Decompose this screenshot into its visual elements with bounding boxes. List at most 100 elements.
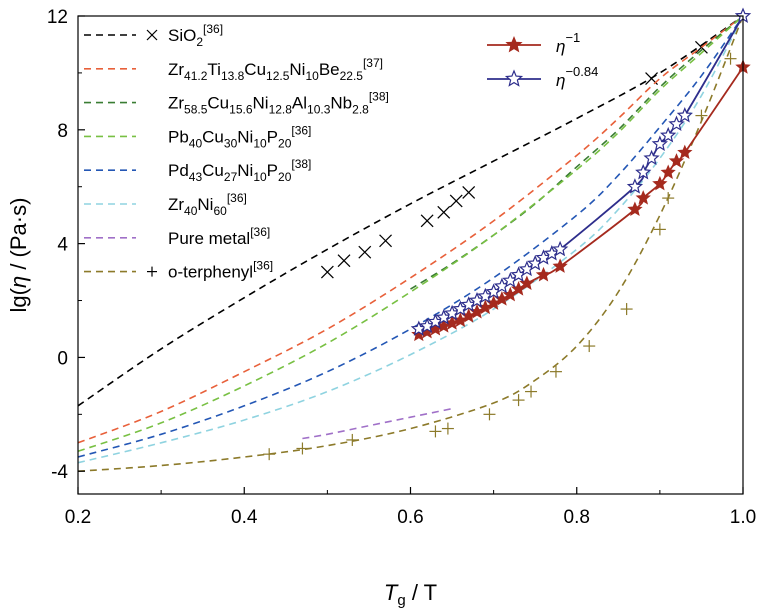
series-oter-point <box>549 365 562 378</box>
y-tick-label: 4 <box>57 235 68 256</box>
legend-label-part: 40 <box>189 136 203 150</box>
legend-marker-eta_inv <box>505 35 523 53</box>
series-sio2-point <box>449 194 463 208</box>
series-oter-point <box>695 109 708 122</box>
series-eta_inv-point <box>552 258 568 273</box>
series-eta_inv-point <box>635 190 651 205</box>
legend-label-part: 41.2 <box>184 69 208 83</box>
legend-label-part: Zr <box>168 94 184 113</box>
legend-label-part: Cu <box>207 94 229 113</box>
axis-ticks <box>77 15 744 494</box>
legend-label-part: Cu <box>202 161 224 180</box>
legend-label-part: [37] <box>363 56 383 70</box>
series-zr41-line <box>77 15 744 444</box>
legend-label-base: η <box>556 71 565 90</box>
series-eta_inv-point <box>627 201 643 216</box>
legend-label-exp: −0.84 <box>565 64 598 79</box>
series-eta_084-point <box>635 163 652 180</box>
legend-label-zr41: Zr41.2Ti13.8Cu12.5Ni10Be22.5[37] <box>168 56 383 83</box>
legend-label-eta_084: η−0.84 <box>556 64 598 90</box>
x-tick-label: 0.8 <box>564 507 590 528</box>
legend-marker-eta_084 <box>504 69 524 87</box>
series-sio2-line <box>77 15 744 407</box>
legend-label-base: η <box>556 37 565 56</box>
legend-label-oter: o-terphenyl[36] <box>168 259 273 282</box>
legend-label-part: P <box>267 161 278 180</box>
series-sio2-point <box>358 245 372 259</box>
legend-label-part: Ni <box>197 195 213 214</box>
legend-marker-oter <box>147 266 157 277</box>
series-eta_inv-point <box>519 275 535 290</box>
legend-label-zr40: Zr40Ni60[36] <box>168 191 247 218</box>
legend-label-part: Pure metal <box>168 229 250 248</box>
series-eta_inv <box>411 59 751 342</box>
legend-label-sio2: SiO2[36] <box>168 22 223 49</box>
series-sio2-point <box>379 234 392 248</box>
legend-reference-materials: SiO2[36] Zr41.2Ti13.8Cu12.5Ni10Be22.5[37]… <box>84 22 389 282</box>
series-oter-point <box>724 52 737 65</box>
plot-frame <box>77 15 744 495</box>
x-tick-label: 0.2 <box>65 507 91 528</box>
series-sio2-point <box>437 205 451 219</box>
legend-label-part: Pd <box>168 161 189 180</box>
legend-label-exp: −1 <box>565 30 580 45</box>
legend-label-part: 12.8 <box>269 103 293 117</box>
series-oter-point <box>429 425 442 438</box>
series-zr58-line <box>410 15 744 290</box>
series-eta_084-point <box>676 107 693 123</box>
legend-label-zr58: Zr58.5Cu15.6Ni12.8Al10.3Nb2.8[38] <box>168 90 389 117</box>
series-eta_inv-point <box>677 144 693 160</box>
legend-label-part: [36] <box>250 225 270 239</box>
legend-label-part: 30 <box>224 136 238 150</box>
legend-label-part: [36] <box>253 259 273 273</box>
legend-label-part: Pb <box>168 127 189 146</box>
series-oter-point <box>483 408 496 421</box>
legend-item-pb40: Pb40Cu30Ni10P20[36] <box>84 123 311 150</box>
y-tick-label: -4 <box>51 462 68 483</box>
legend-label-part: Ni <box>237 161 253 180</box>
legend-label-part: 20 <box>278 136 292 150</box>
legend-label-part: 10 <box>253 170 267 184</box>
legend-label-part: 27 <box>224 170 238 184</box>
series-pure-line <box>302 407 453 440</box>
legend-marker-sio2 <box>146 29 158 41</box>
legend-label-part: 58.5 <box>184 103 208 117</box>
y-tick-label: 0 <box>57 348 68 369</box>
series-sio2-point <box>420 214 434 228</box>
legend-label-part: 40 <box>184 204 198 218</box>
legend-label-part: Ni <box>253 94 269 113</box>
legend-label-part: Al <box>292 94 307 113</box>
legend-item-sio2: SiO2[36] <box>84 22 223 49</box>
legend-item-pd43: Pd43Cu27Ni10P20[38] <box>84 157 311 184</box>
series-oter <box>77 15 744 472</box>
series-eta_084-point <box>626 178 644 194</box>
series-eta_084 <box>410 7 752 336</box>
legend-label-part: 10 <box>253 136 267 150</box>
legend-label-part: 20 <box>278 170 292 184</box>
legend-item-zr41: Zr41.2Ti13.8Cu12.5Ni10Be22.5[37] <box>84 56 383 83</box>
series-oter-point <box>620 303 633 316</box>
legend-label-part: 60 <box>213 204 227 218</box>
series-eta_084-point <box>552 240 569 257</box>
series-eta_inv-point <box>660 164 676 180</box>
x-tick-label: 0.6 <box>397 507 423 528</box>
legend-label-part: Be <box>319 60 340 79</box>
legend-label-part: 2 <box>196 35 203 49</box>
series-eta_inv-point <box>668 153 685 168</box>
legend-label-pd43: Pd43Cu27Ni10P20[38] <box>168 157 311 184</box>
legend-label-part: 13.8 <box>221 69 245 83</box>
legend-label-part: Ni <box>289 60 305 79</box>
y-tick-label: 12 <box>47 7 68 28</box>
series-oter-point <box>512 394 525 407</box>
legend-label-part: 10.3 <box>307 103 331 117</box>
series-zr41 <box>77 15 744 444</box>
series-oter-point <box>346 433 359 446</box>
tick-labels: 0.2 0.4 0.6 0.8 1.0 -4 0 4 8 12 <box>47 7 756 528</box>
x-axis-title-rest: / T <box>406 580 437 605</box>
series-eta_084-point <box>643 149 660 166</box>
series-sio2-point <box>337 254 351 268</box>
y-axis-title: lg(η / (Pa·s) <box>6 198 31 313</box>
series-eta_084-point <box>651 135 668 151</box>
legend-label-pure: Pure metal[36] <box>168 225 270 248</box>
legend-item-zr58: Zr58.5Cu15.6Ni12.8Al10.3Nb2.8[38] <box>84 90 389 117</box>
